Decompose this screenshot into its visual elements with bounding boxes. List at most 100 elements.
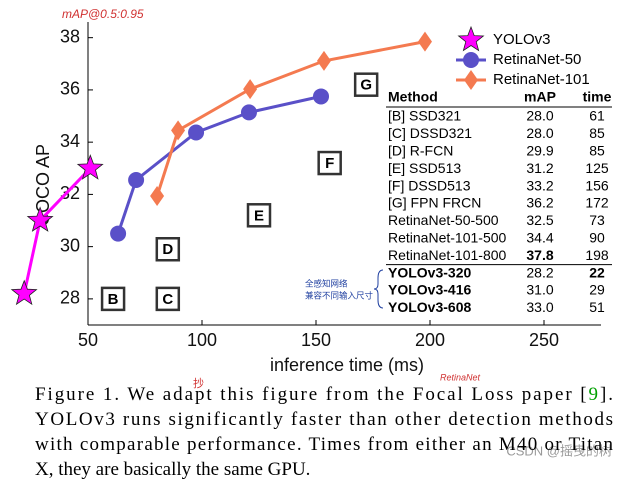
legend-label: RetinaNet-101 [493,71,590,88]
marker [110,225,127,242]
table-cell: 73 [589,212,605,228]
caption-text: with comparable performance. Times from … [35,434,614,455]
method-box-label: D [162,241,173,258]
method-box-label: B [108,291,119,308]
table-cell: YOLOv3-416 [388,282,471,298]
x-tick-label: 50 [78,330,98,350]
legend-marker [464,70,478,90]
series-line [155,40,426,197]
caption-text: YOLOv3 runs significantly faster than ot… [35,409,613,430]
table-cell: 22 [589,264,605,280]
caption-text: 9 [589,384,599,405]
table-cell: 85 [589,143,605,159]
x-tick-label: 250 [529,330,559,350]
marker [76,154,104,180]
table-header: Method [388,89,438,105]
table-cell: 156 [585,177,609,193]
method-box [155,237,181,262]
table-cell: YOLOv3-608 [388,299,471,315]
table-cell: 28.0 [526,125,553,141]
series-line [116,94,322,235]
legend-label: YOLOv3 [493,31,551,48]
caption-note: 抄 [193,376,204,390]
x-axis-label: inference time (ms) [270,355,424,375]
table-cell: 28.0 [526,108,553,124]
legend-label: RetinaNet-50 [493,51,581,68]
table-cell: [B] SSD321 [388,108,461,124]
table-cell: 32.5 [526,212,553,228]
method-box [317,150,342,176]
y-tick-label: 30 [60,235,80,255]
marker [171,120,186,141]
caption-line: YOLOv3 runs significantly faster than ot… [35,409,613,430]
marker [10,279,38,306]
table-cell: 29 [589,282,605,298]
table-cell: 90 [589,230,605,246]
y-axis-label: COCO AP [33,144,53,226]
table-cell: [E] SSD513 [388,160,461,176]
caption-text: Figure 1. We adapt this figure from the … [35,384,587,405]
marker [26,206,54,232]
y-tick-label: 28 [60,288,80,308]
marker [316,50,331,71]
table-cell: 36.2 [526,195,553,211]
table-cell: 28.2 [526,264,553,280]
x-tick-label: 150 [301,330,331,350]
table-cell: 33.0 [526,299,553,315]
table-cell: [F] DSSD513 [388,177,471,193]
marker [188,124,205,141]
y-tick-label: 32 [60,183,80,203]
marker [313,88,330,105]
marker [243,79,258,100]
caption-line: with comparable performance. Times from … [35,434,614,455]
table-cell: RetinaNet-50-500 [388,212,499,228]
table-cell: 31.2 [526,160,553,176]
table-cell: 125 [585,160,609,176]
table-cell: 29.9 [526,143,553,159]
legend-marker [463,52,479,68]
method-box [246,203,272,228]
x-tick-label: 100 [187,330,217,350]
method-box-label: C [162,291,173,308]
method-box [353,72,379,97]
table-cell: RetinaNet-101-500 [388,230,507,246]
caption-line: Figure 1. We adapt this figure from the … [35,384,613,405]
caption-note: RetinaNet [440,372,481,382]
caption-text: ]. [600,384,613,405]
table-cell: 34.4 [526,230,553,246]
table-header: time [583,89,612,105]
brace [373,269,384,309]
table-header: mAP [524,89,556,105]
method-box-label: F [325,155,334,172]
table-cell: 51 [589,299,605,315]
caption-text: X, they are basically the same GPU. [35,459,310,480]
table-cell: [D] R-FCN [388,143,453,159]
table-cell: 37.8 [526,247,553,263]
table-cell: 31.0 [526,282,553,298]
y-tick-label: 34 [60,131,80,151]
marker [150,185,165,206]
method-box [100,286,126,312]
method-box-label: E [254,207,264,224]
table-cell: [G] FPN FRCN [388,195,481,211]
table-cell: 33.2 [526,177,553,193]
legend-marker [457,25,485,52]
x-tick-label: 200 [415,330,445,350]
table-cell: 61 [589,108,605,124]
caption-line: X, they are basically the same GPU. [35,459,310,480]
method-box [155,286,181,312]
side-note: 全感知网络 [305,278,348,288]
method-box-label: G [360,77,372,94]
side-note: 兼容不同输入尺寸 [305,290,374,300]
marker [417,31,432,52]
handwritten-note: mAP@0.5:0.95 [62,7,144,21]
watermark: CSDN @摇曳的树 [506,443,612,458]
table-cell: 85 [589,125,605,141]
marker [128,172,145,189]
table-cell: 198 [585,247,609,263]
y-tick-label: 36 [60,79,80,99]
y-tick-label: 38 [60,26,80,46]
table-cell: YOLOv3-320 [388,264,471,280]
table-cell: 172 [585,195,609,211]
